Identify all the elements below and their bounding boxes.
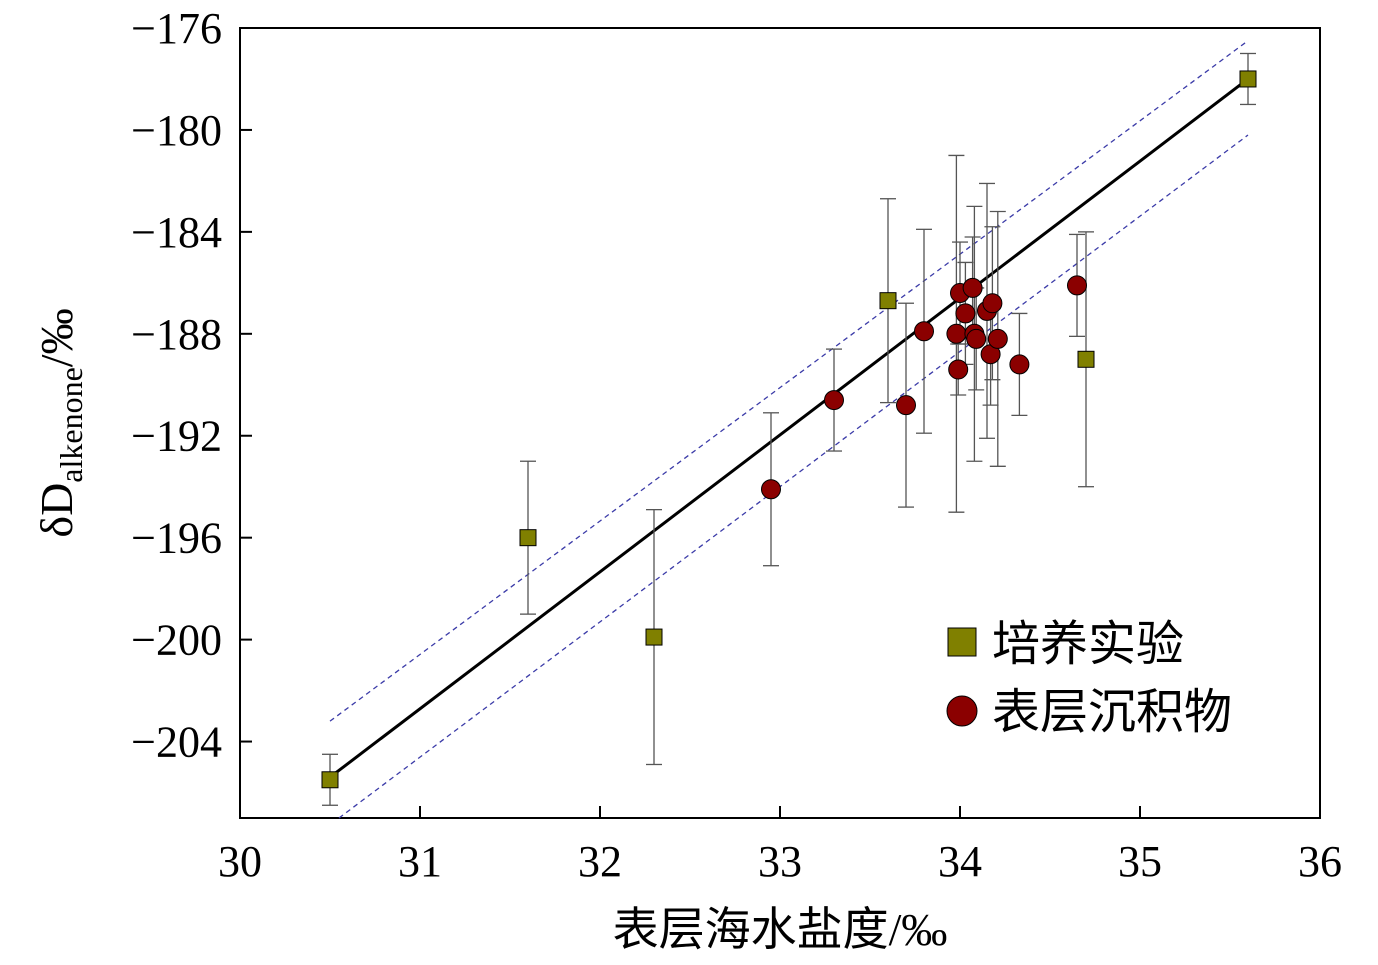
legend: 培养实验 表层沉积物 xyxy=(946,618,1232,739)
x-tick-label: 35 xyxy=(1118,837,1162,886)
data-point-culture xyxy=(645,628,663,646)
y-axis-label-unit: /‰ xyxy=(31,308,82,367)
y-axis-label-main: δD xyxy=(31,483,82,538)
data-point-sediment xyxy=(1009,354,1030,375)
data-point-sediment xyxy=(914,321,934,342)
x-tick-label: 31 xyxy=(398,837,442,886)
x-tick-label: 36 xyxy=(1298,837,1342,886)
data-point-culture xyxy=(321,771,339,789)
data-point-sediment xyxy=(955,303,976,324)
y-axis-label-subscript: alkenone xyxy=(53,367,89,483)
y-tick-label: −204 xyxy=(131,718,222,767)
legend-label-culture: 培养实验 xyxy=(992,618,1184,671)
x-tick-label: 30 xyxy=(218,837,262,886)
data-points xyxy=(321,70,1257,789)
data-point-sediment xyxy=(987,328,1008,349)
data-point-sediment xyxy=(948,359,969,380)
data-point-sediment xyxy=(761,479,781,500)
x-tick-label: 34 xyxy=(938,837,982,886)
data-point-sediment xyxy=(896,395,916,416)
y-tick-label: −196 xyxy=(131,514,222,563)
x-tick-label: 33 xyxy=(758,837,802,886)
regression-line xyxy=(329,77,1249,779)
y-axis-label: δDalkenone/‰ xyxy=(31,308,89,537)
y-tick-label: −180 xyxy=(131,106,222,155)
data-point-culture xyxy=(1077,350,1095,368)
x-axis-label: 表层海水盐度/‰ xyxy=(613,904,948,955)
legend-marker-sediment xyxy=(946,695,978,727)
y-tick-label: −200 xyxy=(131,616,222,665)
data-point-culture xyxy=(519,529,537,547)
data-point-culture xyxy=(1239,70,1257,88)
axis-ticks: 30 31 32 33 34 35 36 −176 −180 −184 −188 −192 −196 −2… xyxy=(131,4,1342,886)
data-point-sediment xyxy=(966,328,987,349)
data-point-sediment xyxy=(946,323,967,344)
data-point-sediment xyxy=(1067,275,1087,296)
confidence-band xyxy=(329,40,1249,819)
x-tick-label: 32 xyxy=(578,837,622,886)
data-point-sediment xyxy=(962,277,983,298)
confidence-band-upper xyxy=(329,40,1249,722)
data-point-sediment xyxy=(824,390,844,411)
y-tick-label: −176 xyxy=(131,4,222,53)
data-point-sediment xyxy=(982,293,1003,314)
y-tick-label: −184 xyxy=(131,208,222,257)
legend-marker-culture xyxy=(947,627,977,657)
y-tick-label: −188 xyxy=(131,310,222,359)
data-point-culture xyxy=(879,292,897,310)
confidence-band-lower xyxy=(338,134,1249,819)
regression-line-group xyxy=(329,77,1249,779)
y-tick-label: −192 xyxy=(131,412,222,461)
legend-label-sediment: 表层沉积物 xyxy=(992,686,1232,739)
